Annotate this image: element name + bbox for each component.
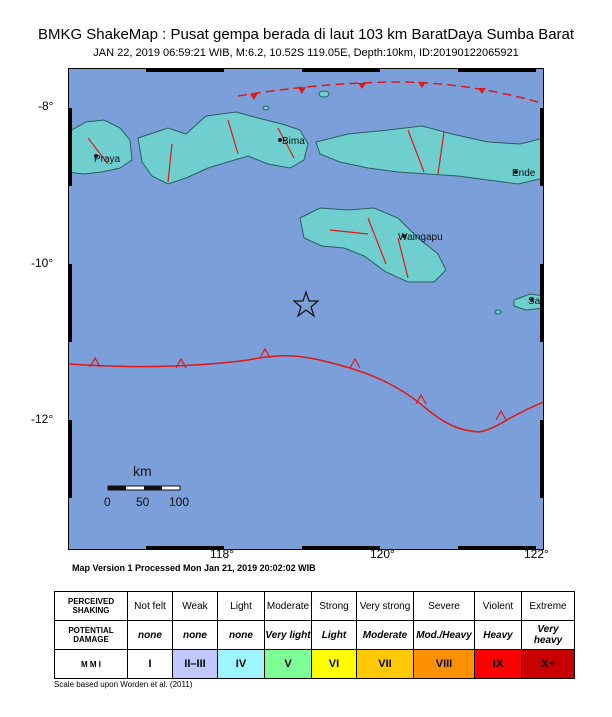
legend-cell-shaking: Very strong [356, 591, 414, 621]
place-marker [514, 170, 518, 174]
islet [494, 309, 502, 315]
map-version-note: Map Version 1 Processed Mon Jan 21, 2019… [72, 563, 316, 573]
flores-thrust [237, 81, 539, 103]
legend-cell-mmi: IX [474, 649, 522, 679]
place-label-waingapu: Waingapu [398, 232, 443, 243]
legend-cell-mmi: VI [311, 649, 357, 679]
legend-cell-mmi: IV [217, 649, 265, 679]
legend-cell-shaking: Weak [172, 591, 218, 621]
shakemap: Praya Bima Ende Waingapu Sav km 0 50 100 [68, 68, 544, 550]
legend-cell-damage: Very heavy [521, 620, 575, 650]
place-label-praya: Praya [94, 154, 121, 165]
islet [262, 105, 270, 111]
lat-tick-label: -10° [31, 256, 54, 270]
star-icon [292, 290, 320, 318]
legend-cell-mmi: V [264, 649, 312, 679]
islet [318, 90, 330, 98]
place-marker [530, 298, 534, 302]
legend-row-header: M M I [54, 649, 128, 679]
island-sawu [513, 293, 544, 311]
legend-cell-damage: none [217, 620, 265, 650]
scale-tick: 0 [104, 495, 111, 509]
legend-cell-damage: Mod./Heavy [413, 620, 475, 650]
legend-cell-shaking: Not felt [127, 591, 173, 621]
legend-cell-shaking: Violent [474, 591, 522, 621]
place-label-sav: Sav [528, 296, 544, 307]
legend-cell-shaking: Moderate [264, 591, 312, 621]
place-marker [94, 154, 98, 158]
lat-tick-label: -12° [31, 412, 54, 426]
legend-cell-mmi: X+ [521, 649, 575, 679]
legend-cell-mmi: VIII [413, 649, 475, 679]
legend-cell-shaking: Light [217, 591, 265, 621]
sunda-trench [68, 355, 544, 433]
scale-note: Scale based upon Worden et al. (2011) [54, 680, 193, 689]
lat-tick-label: -8° [38, 99, 54, 113]
lon-tick-label: 120° [370, 547, 395, 561]
legend-cell-damage: Moderate [356, 620, 414, 650]
legend-cell-shaking: Strong [311, 591, 357, 621]
flores-thrust-teeth [250, 82, 486, 100]
island-flores [315, 125, 544, 185]
scale-tick: 100 [169, 495, 189, 509]
map-subtitle: JAN 22, 2019 06:59:21 WIB, M:6.2, 10.52S… [93, 47, 519, 59]
legend-row-mmi: M M I I II–III IV V VI VII VIII IX X+ [54, 649, 575, 679]
legend-cell-mmi: I [127, 649, 173, 679]
scale-unit: km [133, 463, 152, 479]
place-marker [402, 234, 406, 238]
legend-cell-shaking: Severe [413, 591, 475, 621]
legend-row-header: PERCEIVED SHAKING [54, 591, 128, 621]
intensity-legend: PERCEIVED SHAKING Not felt Weak Light Moder… [54, 591, 575, 679]
island-lombok [68, 119, 133, 175]
legend-cell-damage: Heavy [474, 620, 522, 650]
island-sumba [299, 207, 447, 283]
trench-teeth [89, 347, 507, 421]
map-title: BMKG ShakeMap : Pusat gempa berada di la… [37, 26, 575, 43]
land-faults [87, 119, 445, 279]
legend-cell-mmi: VII [356, 649, 414, 679]
legend-cell-mmi: II–III [172, 649, 218, 679]
place-label-ende: Ende [512, 168, 536, 179]
frame-ticks [68, 68, 544, 550]
legend-cell-shaking: Extreme [521, 591, 575, 621]
place-label-bima: Bima [282, 136, 305, 147]
legend-cell-damage: none [172, 620, 218, 650]
legend-row-header: POTENTIAL DAMAGE [54, 620, 128, 650]
legend-cell-damage: none [127, 620, 173, 650]
legend-row-damage: POTENTIAL DAMAGE none none none Very light L… [54, 620, 575, 650]
island-sumbawa [137, 111, 309, 185]
legend-cell-damage: Very light [264, 620, 312, 650]
lon-tick-label: 118° [210, 547, 234, 561]
legend-row-shaking: PERCEIVED SHAKING Not felt Weak Light Moder… [54, 591, 575, 621]
place-marker [278, 138, 282, 142]
scale-tick: 50 [136, 495, 150, 509]
lon-tick-label: 122° [524, 547, 549, 561]
legend-cell-damage: Light [311, 620, 357, 650]
